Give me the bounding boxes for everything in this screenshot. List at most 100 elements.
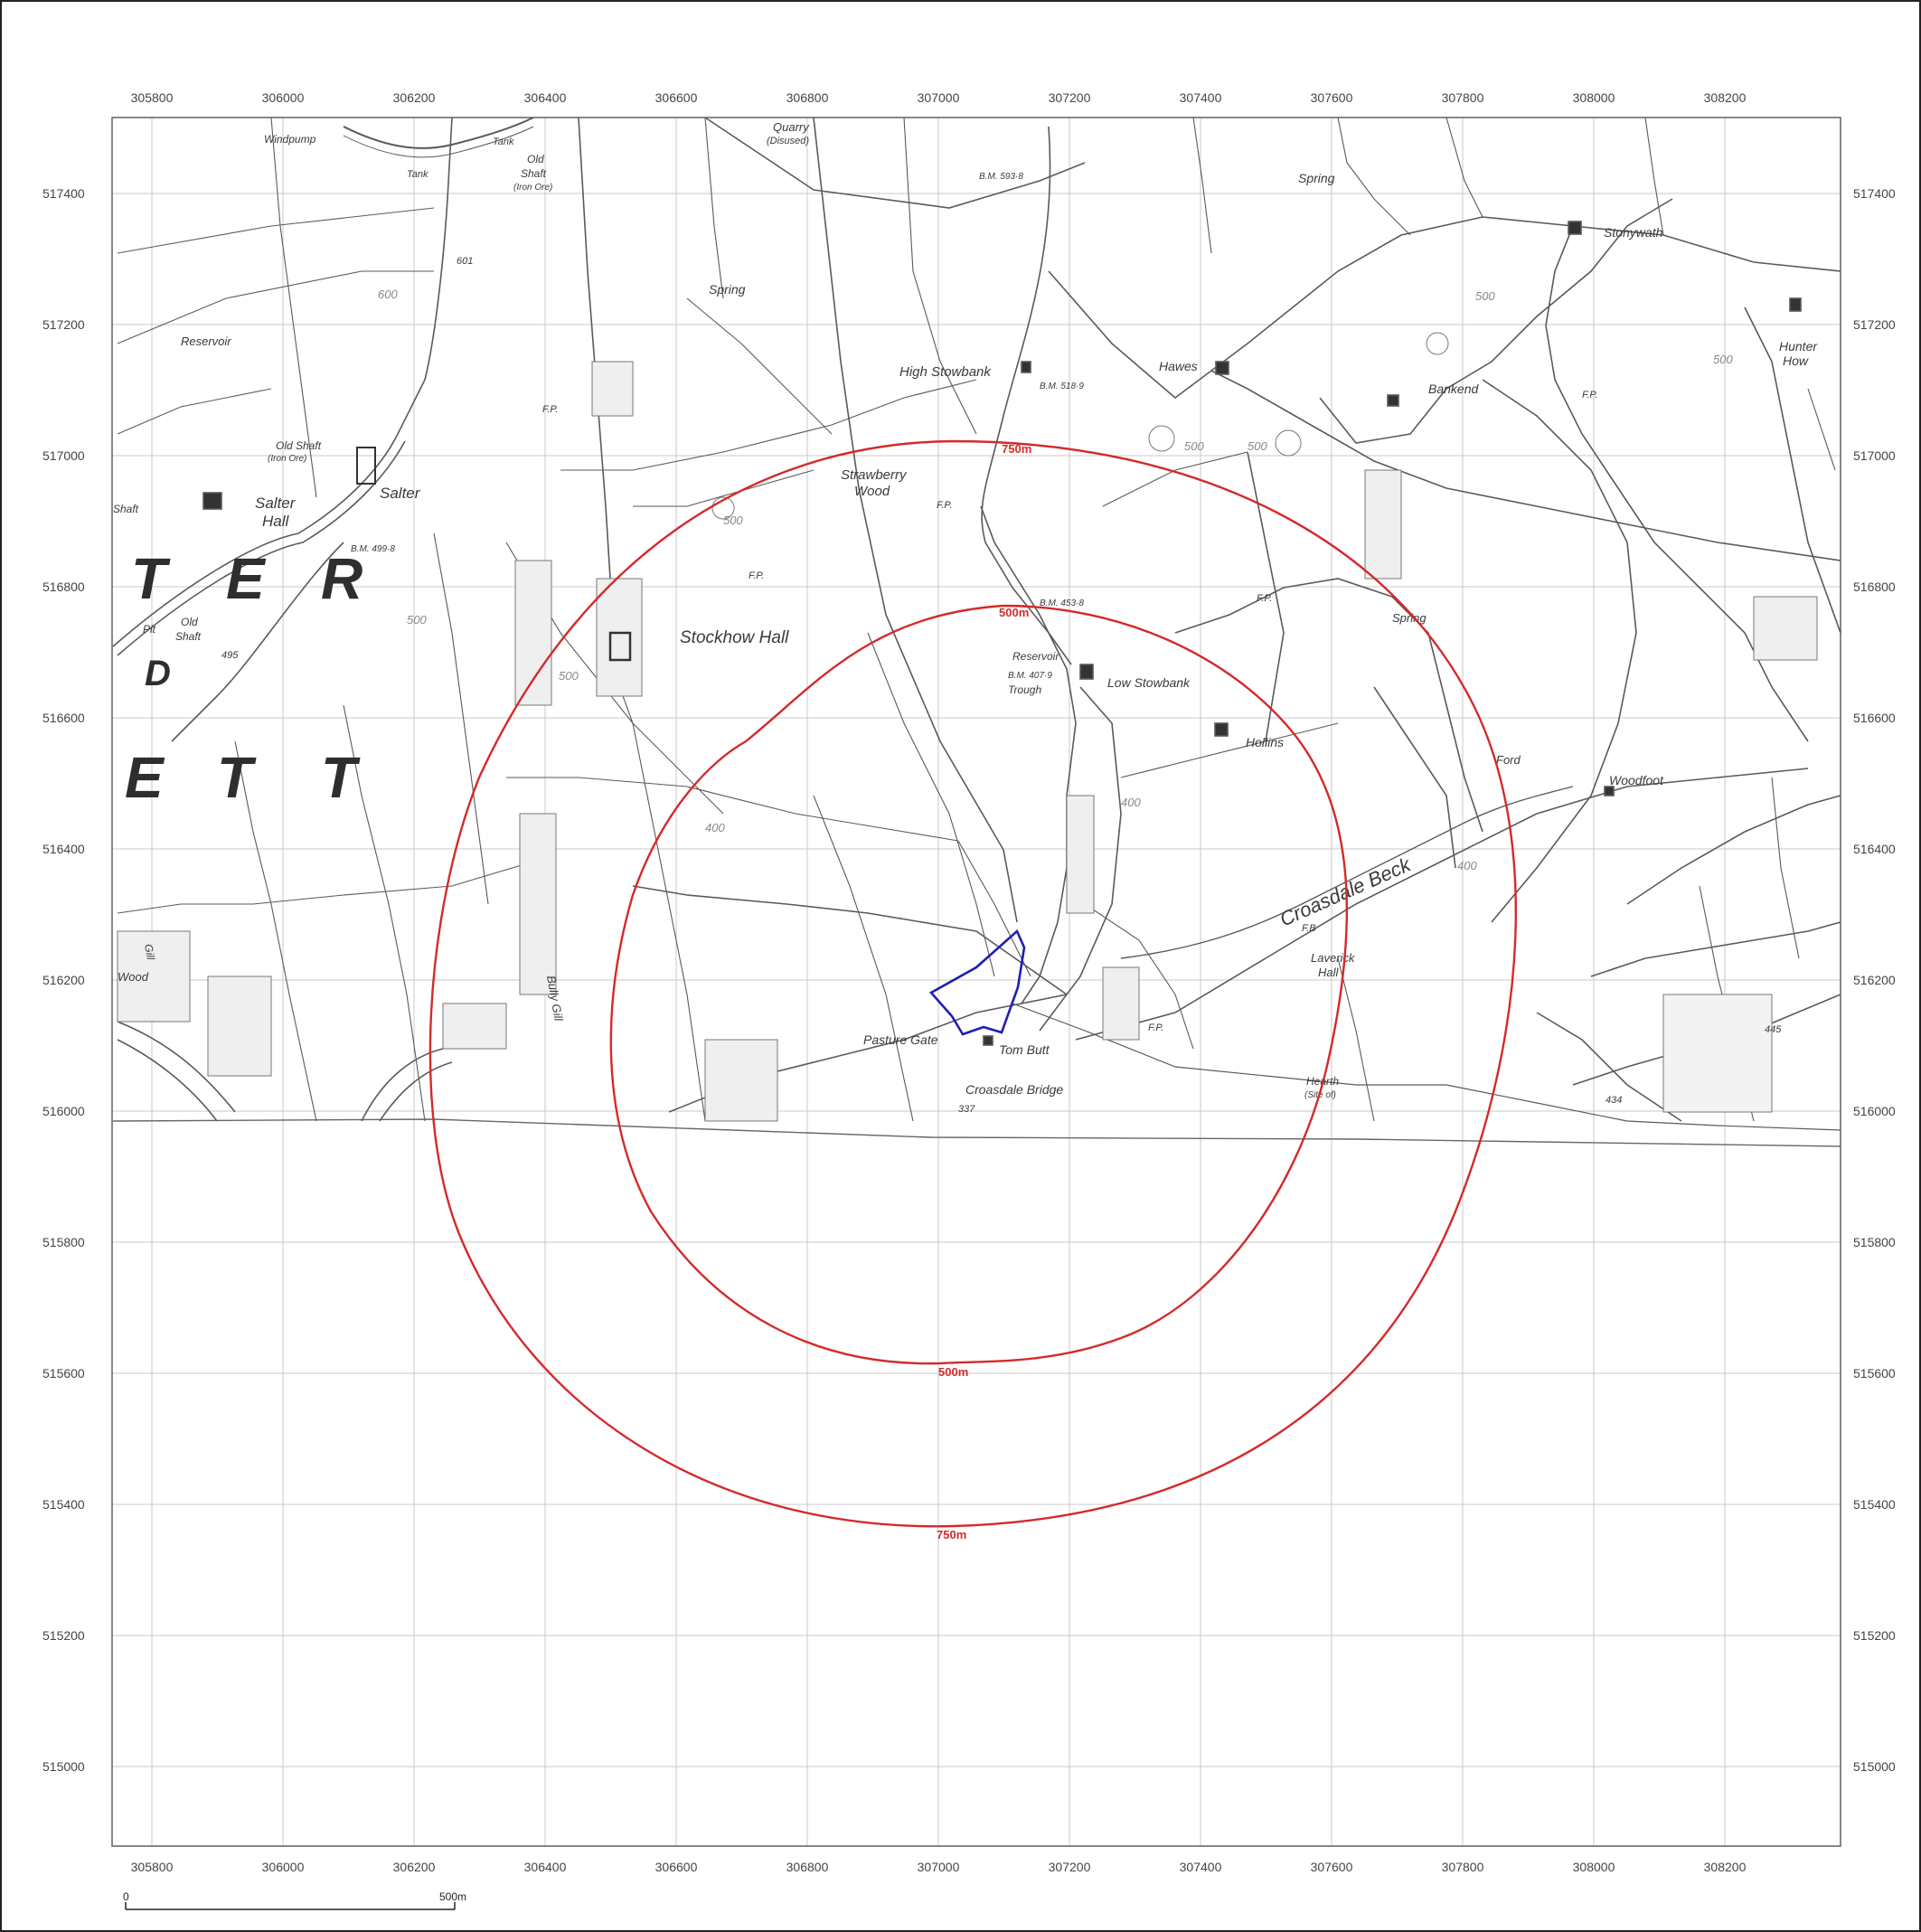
label-tank-2: Tank	[493, 137, 514, 147]
easting-label-top: 308000	[1573, 90, 1615, 105]
easting-label-top: 307800	[1442, 90, 1484, 105]
label-quarry: Quarry	[773, 120, 810, 134]
site-boundary-polygon	[928, 928, 1026, 1036]
label-hunter: Hunter	[1779, 339, 1818, 353]
label-bm-4079: B.M. 407·9	[1008, 671, 1052, 681]
easting-label-top: 305800	[131, 90, 174, 105]
easting-label-top: 308200	[1704, 90, 1747, 105]
label-low-stowbank: Low Stowbank	[1107, 675, 1191, 690]
label-spot-337: 337	[958, 1104, 975, 1115]
northing-label-right: 517000	[1853, 448, 1896, 463]
northing-label-right: 516600	[1853, 711, 1896, 725]
easting-label-top: 307200	[1049, 90, 1091, 105]
label-wood-west: Wood	[118, 970, 149, 984]
label-contour-600: 600	[378, 287, 398, 301]
easting-label-top: 306200	[393, 90, 436, 105]
easting-label-top: 307000	[918, 90, 960, 105]
label-salter-hall-1: Salter	[255, 495, 297, 512]
northing-label-left: 516800	[42, 580, 85, 594]
northing-label-right: 515200	[1853, 1628, 1896, 1643]
label-spot-495: 495	[221, 650, 239, 661]
label-shaft: Shaft	[113, 503, 139, 515]
label-spring-2: Spring	[1298, 171, 1335, 185]
district-lettering: T E R D E T T	[125, 546, 363, 810]
easting-label-bottom: 306000	[262, 1860, 305, 1874]
label-how: How	[1783, 353, 1809, 368]
label-old-shaft-1: Old	[527, 153, 544, 165]
label-fp-5: F.P.	[1148, 1023, 1163, 1033]
label-old-shaft-2: Shaft	[521, 167, 547, 180]
label-woodfoot: Woodfoot	[1609, 773, 1664, 787]
district-letter-t: T	[131, 546, 171, 611]
easting-label-top: 307600	[1311, 90, 1353, 105]
buffer-750m-label-bottom: 750m	[937, 1528, 966, 1541]
easting-label-bottom: 307000	[918, 1860, 960, 1874]
label-quarry-disused: (Disused)	[767, 136, 809, 146]
label-gill-west: Gill	[142, 943, 157, 961]
label-fp-3: F.P.	[749, 570, 764, 581]
label-high-stowbank: High Stowbank	[899, 364, 992, 380]
easting-label-bottom: 307400	[1180, 1860, 1222, 1874]
label-fp-1: F.P.	[542, 404, 558, 415]
label-old-shaft-4: Old Shaft	[276, 439, 322, 452]
northing-label-right: 515400	[1853, 1497, 1896, 1512]
label-contour-500d: 500	[1184, 439, 1204, 453]
northing-label-right: 517200	[1853, 317, 1896, 332]
label-ford: Ford	[1496, 753, 1521, 767]
easting-label-bottom: 306400	[524, 1860, 567, 1874]
easting-label-bottom: 305800	[131, 1860, 174, 1874]
label-spot-601: 601	[457, 256, 473, 267]
label-croasdale-bridge: Croasdale Bridge	[965, 1082, 1063, 1097]
label-hawes: Hawes	[1159, 359, 1198, 373]
axis-ticks: 305800 305800 306000 306000 306200 306200 3064…	[42, 90, 1896, 1874]
easting-label-bottom: 307600	[1311, 1860, 1353, 1874]
scale-bar-end-label: 500m	[439, 1890, 466, 1903]
label-hollins: Hollins	[1246, 735, 1284, 749]
label-pit-west: Pit	[143, 623, 156, 636]
map-frame	[111, 117, 1841, 1847]
label-windpump: Windpump	[264, 133, 316, 146]
easting-label-bottom: 307800	[1442, 1860, 1484, 1874]
easting-label-bottom: 306800	[786, 1860, 829, 1874]
scale-bar: 0 500m	[123, 1890, 466, 1910]
label-bm-5938: B.M. 593·8	[979, 172, 1023, 182]
northing-label-right: 515600	[1853, 1366, 1896, 1381]
grid-lines	[112, 118, 1841, 1846]
label-contour-500e: 500	[1248, 439, 1267, 453]
buffer-500m-label-bottom: 500m	[938, 1365, 968, 1379]
northing-label-left: 515600	[42, 1366, 85, 1381]
label-contour-500b: 500	[559, 669, 579, 683]
buffer-500m-label-top: 500m	[999, 606, 1029, 619]
label-contour-400c: 400	[1457, 859, 1477, 872]
label-laverick-hall-1: Laverick	[1311, 951, 1356, 965]
label-contour-500c: 500	[407, 613, 427, 627]
buffer-500m-circle	[609, 604, 1348, 1365]
label-tank-1: Tank	[407, 169, 428, 180]
easting-label-top: 306600	[655, 90, 698, 105]
label-stockhow-hall: Stockhow Hall	[680, 628, 789, 647]
easting-label-top: 307400	[1180, 90, 1222, 105]
label-old-shaft-7: Shaft	[175, 630, 202, 643]
northing-label-left: 515000	[42, 1759, 85, 1774]
easting-label-top: 306000	[262, 90, 305, 105]
district-letter-d: D	[145, 654, 171, 693]
easting-label-top: 306800	[786, 90, 829, 105]
district-letter-t2: T	[217, 745, 257, 810]
label-spot-434: 434	[1606, 1095, 1622, 1106]
northing-label-left: 515800	[42, 1235, 85, 1249]
historic-os-basemap	[112, 117, 1841, 1147]
label-bankend: Bankend	[1428, 382, 1479, 396]
label-bm-4538: B.M. 453·8	[1040, 598, 1084, 608]
northing-label-left: 516400	[42, 842, 85, 856]
label-contour-500f: 500	[1475, 289, 1495, 303]
northing-label-left: 516200	[42, 973, 85, 987]
label-contour-500a: 500	[723, 514, 743, 527]
easting-label-bottom: 306600	[655, 1860, 698, 1874]
northing-label-right: 516200	[1853, 973, 1896, 987]
northing-label-left: 516600	[42, 711, 85, 725]
label-salter-hall-2: Hall	[262, 513, 290, 530]
northing-label-left: 517200	[42, 317, 85, 332]
district-letter-e2: E	[125, 745, 165, 810]
label-fp-4: F.P.	[1257, 593, 1272, 604]
